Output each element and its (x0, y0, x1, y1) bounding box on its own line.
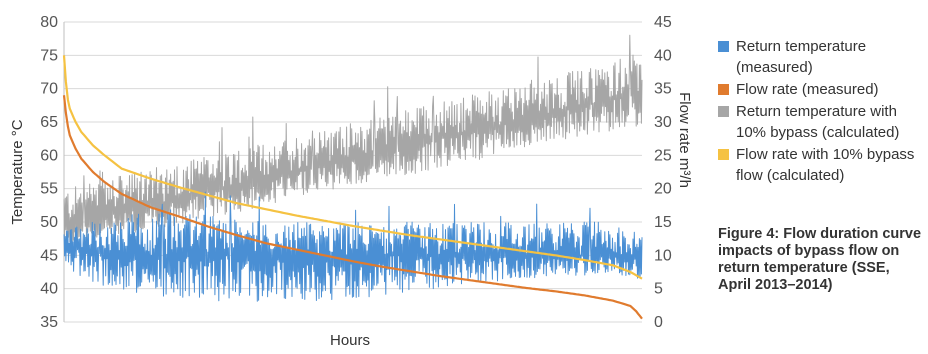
right-tick-label: 25 (654, 147, 672, 164)
legend-item-return-temp: Return temperature (measured) (718, 36, 928, 78)
left-tick-label: 45 (40, 247, 58, 264)
right-tick-label: 10 (654, 247, 672, 264)
right-tick-label: 5 (654, 281, 663, 298)
right-tick-label: 0 (654, 314, 663, 331)
y-axis-left-title: Temperature °C (9, 119, 26, 224)
legend-label: Flow rate (measured) (736, 81, 879, 98)
series-line-1 (62, 95, 643, 320)
figure-caption: Figure 4: Flow duration curve impacts of… (718, 226, 922, 293)
left-tick-label: 60 (40, 147, 58, 164)
y-axis-right-title: Flow rate m³/h (676, 92, 693, 188)
left-tick-label: 35 (40, 314, 58, 331)
plot-area (62, 34, 643, 320)
right-tick-label: 40 (654, 47, 672, 64)
left-tick-label: 75 (40, 47, 58, 64)
right-tick-label: 30 (654, 114, 672, 131)
right-axis: 45 40 35 30 25 20 15 10 5 0 (654, 14, 672, 331)
legend-label: Return temperature with 10% bypass (calc… (736, 103, 900, 141)
left-tick-label: 40 (40, 281, 58, 298)
x-axis-title: Hours (330, 332, 370, 349)
right-tick-label: 15 (654, 214, 672, 231)
legend-item-flow-rate: Flow rate (measured) (718, 79, 928, 100)
legend-swatch (718, 149, 729, 160)
left-tick-label: 70 (40, 81, 58, 98)
legend: Return temperature (measured) Flow rate … (718, 36, 928, 187)
legend-swatch (718, 106, 729, 117)
legend-item-flow-rate-bypass: Flow rate with 10% bypass flow (calculat… (718, 144, 928, 186)
series-line-2 (63, 34, 643, 243)
legend-label: Return temperature (measured) (736, 38, 867, 76)
left-tick-label: 80 (40, 14, 58, 31)
legend-swatch (718, 41, 729, 52)
right-tick-label: 45 (654, 14, 672, 31)
right-tick-label: 20 (654, 181, 672, 198)
left-tick-label: 50 (40, 214, 58, 231)
left-tick-label: 55 (40, 181, 58, 198)
right-tick-label: 35 (654, 81, 672, 98)
left-axis: 80 75 70 65 60 55 50 45 40 35 (40, 14, 58, 331)
series-line-3 (62, 55, 643, 280)
left-tick-label: 65 (40, 114, 58, 131)
legend-label: Flow rate with 10% bypass flow (calculat… (736, 146, 915, 184)
series-line-0 (63, 191, 643, 302)
legend-item-return-temp-bypass: Return temperature with 10% bypass (calc… (718, 101, 928, 143)
legend-swatch (718, 84, 729, 95)
